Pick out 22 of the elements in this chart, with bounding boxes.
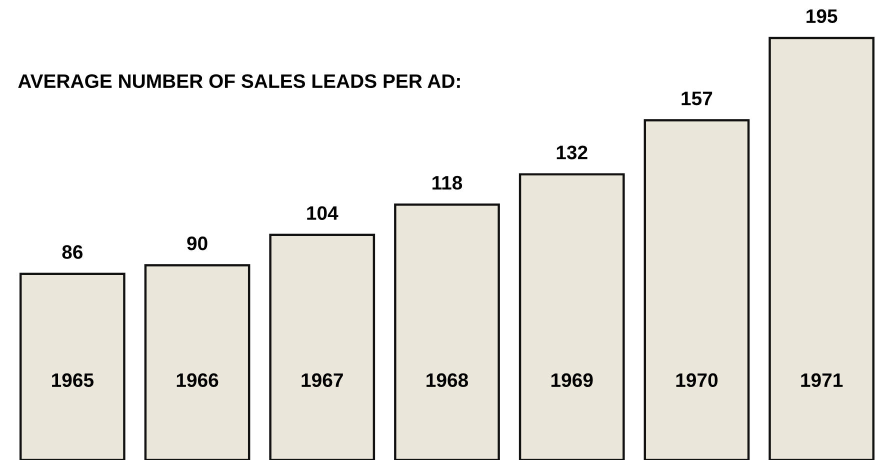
- data-label: 86: [62, 245, 83, 259]
- data-label: 118: [432, 176, 462, 190]
- bar: [19, 272, 126, 460]
- text: AVERAGE NUMBER OF SALES LEADS PER AD:: [18, 74, 460, 88]
- x-tick-label: 1966: [176, 373, 218, 388]
- bar: [768, 36, 874, 460]
- bar: [394, 204, 500, 460]
- bar: [644, 119, 750, 460]
- x-tick-label: 1969: [551, 373, 593, 388]
- data-label: 90: [187, 236, 208, 250]
- bar: [144, 264, 250, 460]
- data-label: 104: [307, 206, 338, 220]
- x-tick-label: 1967: [302, 373, 343, 388]
- data-label: 195: [806, 9, 838, 24]
- x-tick-label: 1968: [426, 373, 468, 388]
- bar: [269, 234, 376, 460]
- data-label: 132: [556, 146, 588, 160]
- x-tick-label: 1965: [52, 373, 94, 388]
- data-label: 157: [682, 92, 712, 106]
- x-tick-label: 1971: [801, 373, 843, 388]
- x-tick-label: 1970: [676, 373, 718, 388]
- bar: [518, 173, 625, 460]
